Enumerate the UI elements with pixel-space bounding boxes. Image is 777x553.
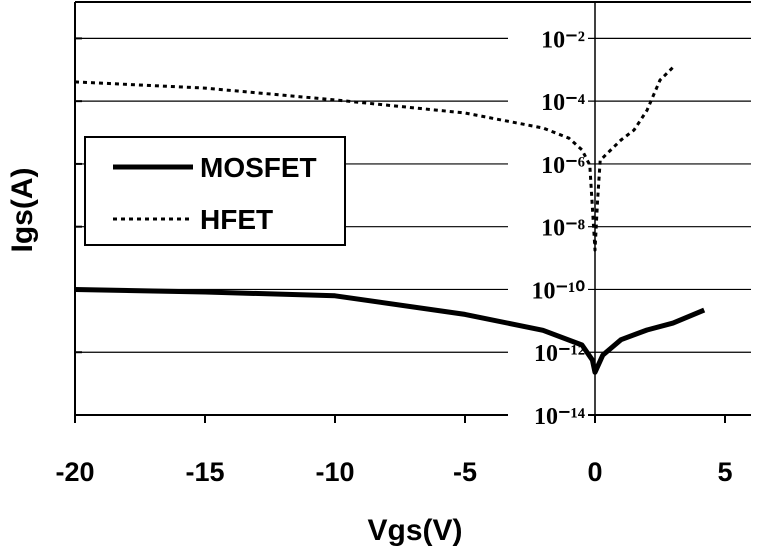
x-tick-label: -20	[55, 457, 94, 487]
label-bg	[508, 87, 588, 116]
label-bg	[508, 275, 588, 304]
x-tick-label: -5	[453, 457, 477, 487]
x-tick-label: 0	[587, 457, 602, 487]
label-bg	[508, 24, 588, 53]
x-tick-label: -10	[315, 457, 354, 487]
y-tick-label: 10⁻²	[541, 27, 585, 53]
y-tick-label: 10⁻⁶	[541, 153, 585, 179]
y-tick-label: 10⁻¹⁰	[532, 278, 586, 304]
y-tick-label: 10⁻⁸	[541, 216, 585, 242]
label-bg	[508, 212, 588, 241]
label-bg	[508, 149, 588, 178]
legend-label: MOSFET	[200, 152, 317, 183]
y-tick-label: 10⁻¹⁴	[534, 404, 585, 430]
series-line	[74, 287, 706, 375]
x-tick-label: -15	[185, 457, 224, 487]
legend-box	[84, 136, 346, 246]
y-tick-label: 10⁻⁴	[541, 90, 585, 116]
label-bg	[508, 401, 588, 429]
y-axis-label: Igs(A)	[6, 168, 39, 253]
x-axis-label: Vgs(V)	[367, 514, 462, 547]
legend-label: HFET	[200, 204, 273, 235]
x-tick-label: 5	[717, 457, 732, 487]
